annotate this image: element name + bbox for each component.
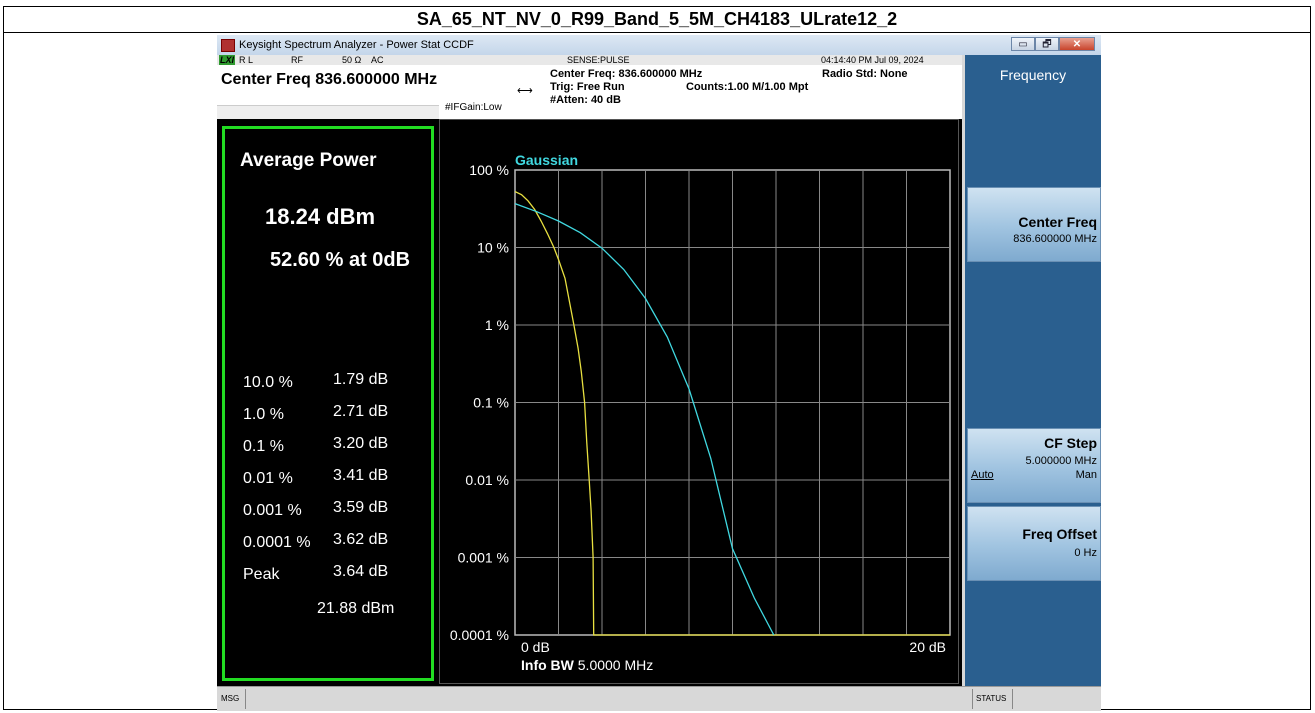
cf-step-softkey-label: CF Step xyxy=(1044,435,1097,451)
rf-indicator: RF xyxy=(291,55,303,65)
cf-step-man-option[interactable]: Man xyxy=(1075,469,1097,481)
trigger-arrow-icon: ⟷ xyxy=(517,85,533,97)
close-button[interactable]: ✕ xyxy=(1059,37,1095,51)
ccdf-row-db: 1.79 dB xyxy=(333,371,389,388)
atten-info: #Atten: 40 dB xyxy=(550,94,621,106)
power-at-0db-value: 52.60 % at 0dB xyxy=(270,249,411,271)
x-tick-label: 20 dB xyxy=(909,639,946,655)
cf-step-softkey-value: 5.000000 MHz xyxy=(1025,455,1097,467)
y-tick-label: 1 % xyxy=(485,317,509,333)
ccdf-row-db: 3.62 dB xyxy=(333,531,389,548)
rl-indicator: R L xyxy=(239,55,254,65)
msg-divider xyxy=(245,689,246,709)
sense-indicator: SENSE:PULSE xyxy=(567,55,630,65)
center-freq-readout[interactable]: Center Freq 836.600000 MHz xyxy=(221,71,438,88)
ccdf-row-db: 3.59 dB xyxy=(333,499,389,516)
ccdf-row-percent: 1.0 % xyxy=(243,406,284,423)
measurement-header: Center Freq 836.600000 MHz Center Freq: … xyxy=(217,65,962,120)
message-bar: MSG STATUS xyxy=(217,686,1101,711)
ccdf-chart: 100 % 10 % 1 % 0.1 % 0.01 % 0.001 % 0.0001 % 0 … xyxy=(450,152,951,673)
lxi-indicator: LXI xyxy=(219,55,236,65)
ccdf-row-percent: 0.001 % xyxy=(243,502,302,519)
window-titlebar: Keysight Spectrum Analyzer - Power Stat … xyxy=(217,35,1101,55)
header-divider xyxy=(217,105,439,120)
info-bw-readout: Info BW 5.0000 MHz xyxy=(521,657,653,673)
y-tick-label: 0.01 % xyxy=(465,472,509,488)
impedance-indicator: 50 Ω xyxy=(342,55,362,65)
ccdf-metrics-panel: Average Power 18.24 dBm 52.60 % at 0dB 1… xyxy=(222,126,434,681)
ccdf-row-db: 2.71 dB xyxy=(333,403,389,420)
center-freq-softkey[interactable]: Center Freq 836.600000 MHz xyxy=(967,187,1101,262)
center-freq-softkey-label: Center Freq xyxy=(1018,214,1097,230)
center-freq-softkey-value: 836.600000 MHz xyxy=(1013,233,1097,245)
cf-step-softkey[interactable]: CF Step 5.000000 MHz Auto Man xyxy=(967,428,1101,503)
restore-button[interactable]: 🗗 xyxy=(1035,37,1059,51)
instrument-status-bar: LXI R L RF 50 Ω AC SENSE:PULSE 04:14:40 … xyxy=(217,55,962,65)
ccdf-row-db: 3.20 dB xyxy=(333,435,389,452)
ccdf-row-db: 3.41 dB xyxy=(333,467,389,484)
average-power-label: Average Power xyxy=(240,150,377,171)
gaussian-series-line xyxy=(514,202,775,636)
center-freq-info: Center Freq: 836.600000 MHz xyxy=(550,68,703,80)
analyzer-window: Keysight Spectrum Analyzer - Power Stat … xyxy=(217,35,1101,711)
ccdf-row-percent: 0.0001 % xyxy=(243,534,311,551)
window-title: Keysight Spectrum Analyzer - Power Stat … xyxy=(239,39,474,51)
menu-title: Frequency xyxy=(999,67,1067,83)
ifgain-info: #IFGain:Low xyxy=(445,102,502,113)
ccdf-row-percent: 0.01 % xyxy=(243,470,293,487)
blank-softkey xyxy=(967,263,1101,383)
y-tick-label: 0.0001 % xyxy=(450,627,509,643)
status-divider-right xyxy=(1012,689,1013,709)
ccdf-row-percent: 0.1 % xyxy=(243,438,284,455)
window-controls: ▭ 🗗 ✕ xyxy=(1011,37,1095,52)
coupling-indicator: AC xyxy=(371,55,384,65)
softkey-menu: Frequency Center Freq 836.600000 MHz CF … xyxy=(962,55,1101,686)
x-tick-label: 0 dB xyxy=(521,639,550,655)
y-tick-label: 10 % xyxy=(477,240,509,256)
freq-offset-softkey-value: 0 Hz xyxy=(1074,547,1097,559)
y-tick-label: 100 % xyxy=(469,162,509,178)
keysight-app-icon xyxy=(221,39,235,52)
peak-dbm-value: 21.88 dBm xyxy=(317,600,395,617)
minimize-button[interactable]: ▭ xyxy=(1011,37,1035,51)
freq-offset-softkey[interactable]: Freq Offset 0 Hz xyxy=(967,506,1101,581)
average-power-value: 18.24 dBm xyxy=(265,204,376,229)
status-divider-left xyxy=(972,689,973,709)
status-label: STATUS xyxy=(976,694,1007,703)
freq-offset-softkey-label: Freq Offset xyxy=(1022,526,1097,542)
ccdf-row-percent: 10.0 % xyxy=(243,374,293,391)
radio-std-info: Radio Std: None xyxy=(822,68,908,80)
chart-title: Gaussian xyxy=(515,152,578,168)
counts-info: Counts:1.00 M/1.00 Mpt xyxy=(686,81,809,93)
ccdf-row-percent: Peak xyxy=(243,566,280,583)
y-tick-label: 0.1 % xyxy=(473,395,509,411)
datetime: 04:14:40 PM Jul 09, 2024 xyxy=(821,55,924,65)
measurement-display: Average Power 18.24 dBm 52.60 % at 0dB 1… xyxy=(217,119,962,686)
msg-label: MSG xyxy=(221,694,240,703)
ccdf-graph-panel: 100 % 10 % 1 % 0.1 % 0.01 % 0.001 % 0.0001 % 0 … xyxy=(439,119,959,684)
ccdf-row-db: 3.64 dB xyxy=(333,563,389,580)
trig-info: Trig: Free Run xyxy=(550,81,625,93)
y-tick-label: 0.001 % xyxy=(458,550,509,566)
cf-step-auto-option[interactable]: Auto xyxy=(971,469,994,481)
document-title: SA_65_NT_NV_0_R99_Band_5_5M_CH4183_ULrat… xyxy=(4,7,1310,33)
